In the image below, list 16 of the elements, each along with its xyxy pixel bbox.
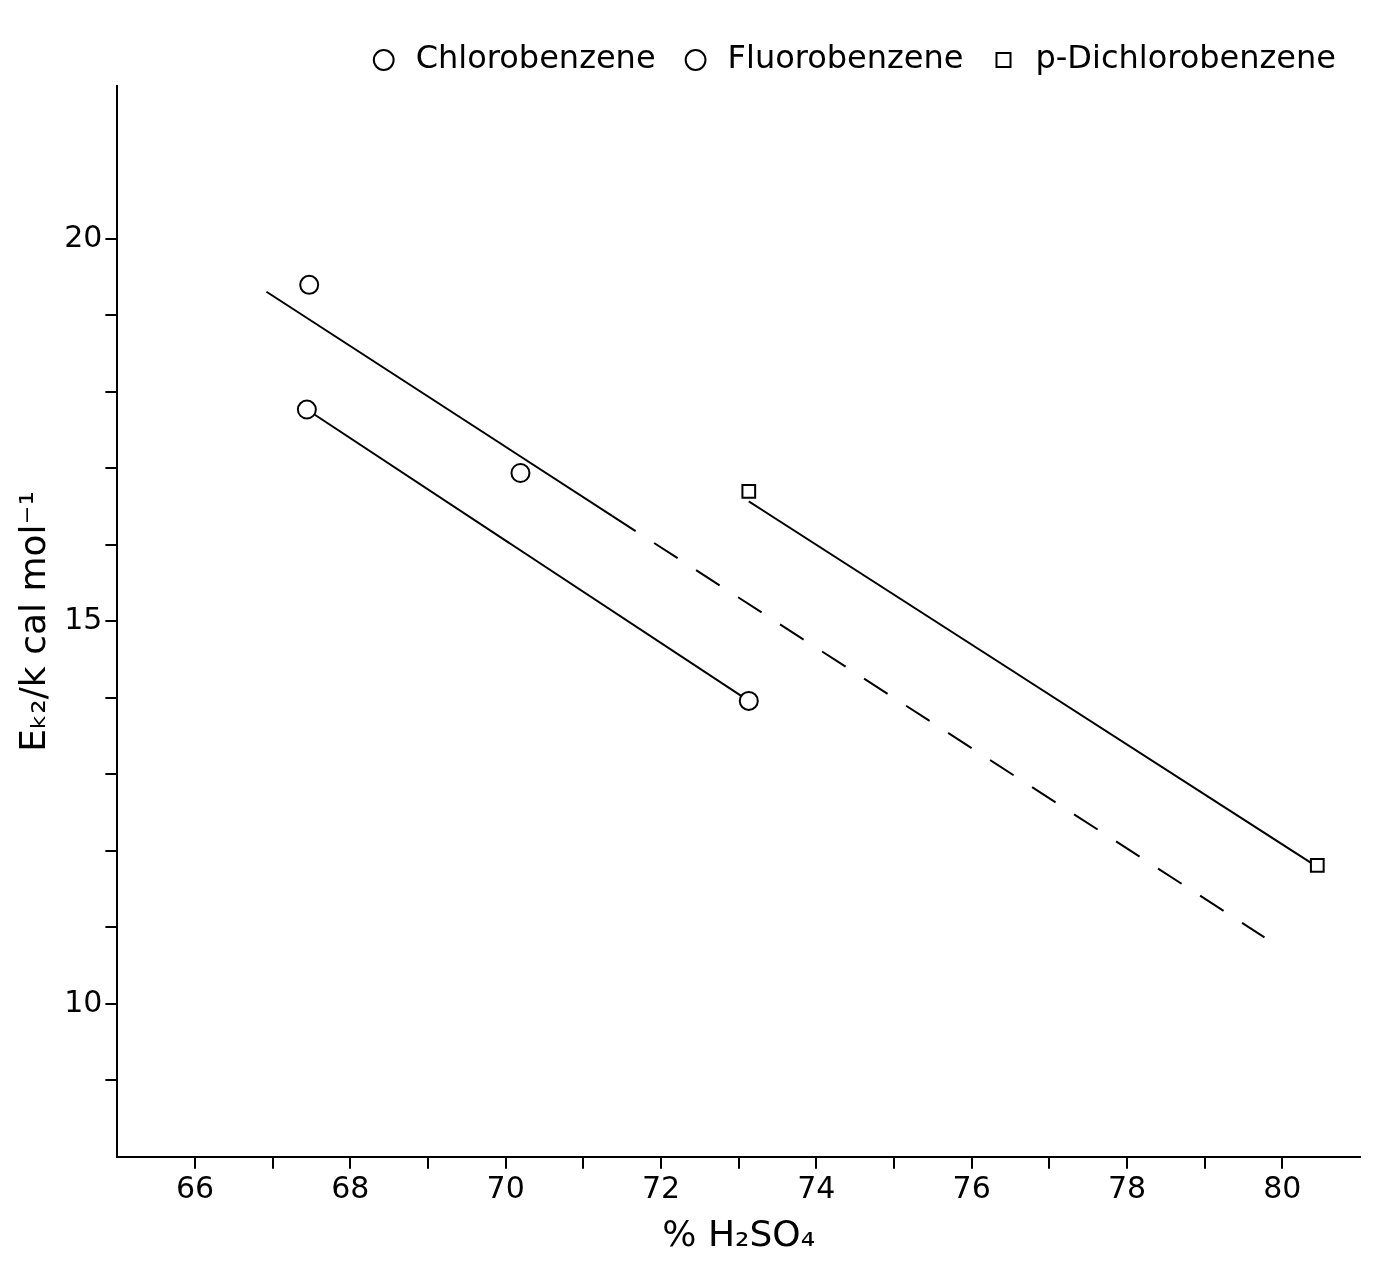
legend-label: Fluorobenzene <box>727 38 964 77</box>
x-tick-label: 74 <box>797 1169 836 1205</box>
x-tick-label: 70 <box>486 1169 525 1205</box>
x-tick-label: 68 <box>331 1169 370 1205</box>
x-tick-label: 78 <box>1107 1169 1147 1205</box>
y-axis-title: Eₖ₂/k cal mol⁻¹ <box>11 491 53 752</box>
x-tick-label: 80 <box>1263 1169 1302 1205</box>
x-tick-label: 66 <box>175 1169 215 1205</box>
y-tick-label: 15 <box>64 601 103 637</box>
y-tick-label: 10 <box>64 983 103 1019</box>
legend-label: Chlorobenzene <box>415 38 656 77</box>
x-axis-title: % H₂SO₄ <box>662 1212 816 1254</box>
x-tick-label: 76 <box>952 1169 991 1205</box>
y-tick-label: 20 <box>64 218 103 254</box>
x-tick-label: 72 <box>641 1169 681 1205</box>
legend-label: p-Dichlorobenzene <box>1035 38 1336 77</box>
